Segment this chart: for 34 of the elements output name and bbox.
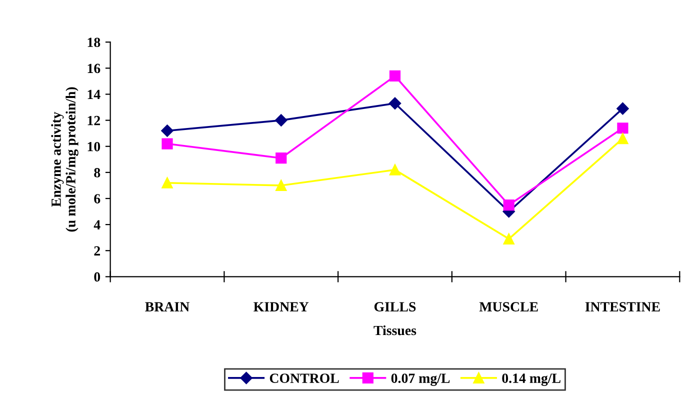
x-tick-label: KIDNEY xyxy=(254,302,309,312)
x-axis-title: Tissues xyxy=(374,325,416,336)
point xyxy=(617,132,628,144)
point xyxy=(162,177,173,188)
y-tick-label: 10 xyxy=(88,142,100,152)
y-tick-label: 18 xyxy=(88,38,100,48)
point xyxy=(503,199,514,211)
point xyxy=(617,122,628,134)
y-tick-label: 12 xyxy=(88,116,100,126)
point xyxy=(389,164,401,176)
point xyxy=(276,180,287,192)
point xyxy=(275,114,288,126)
point xyxy=(389,70,401,82)
point xyxy=(616,102,629,115)
legend-label: 0.07 mg/L xyxy=(391,374,450,386)
y-tick-label: 0 xyxy=(94,272,100,282)
x-tick-label: GILLS xyxy=(374,302,416,312)
point xyxy=(161,124,174,137)
legend-label: 0.14 mg/L xyxy=(502,374,560,386)
x-tick-label: INTESTINE xyxy=(585,302,660,312)
y-tick-label: 2 xyxy=(94,246,100,256)
y-tick-label: 6 xyxy=(94,194,100,204)
y-tick-label: 14 xyxy=(88,90,100,100)
legend-label: CONTROL xyxy=(270,374,339,383)
point xyxy=(388,97,402,110)
point xyxy=(162,138,173,150)
y-tick-label: 4 xyxy=(94,220,100,230)
point xyxy=(276,152,287,164)
point xyxy=(503,233,514,244)
y-tick-label: 16 xyxy=(88,64,100,74)
y-axis-title: Enzyme activity (u mole/Pi/mg protein/h) xyxy=(51,87,78,232)
x-tick-label: BRAIN xyxy=(145,302,190,312)
y-tick-label: 8 xyxy=(94,168,100,178)
x-tick-label: MUSCLE xyxy=(479,302,538,312)
